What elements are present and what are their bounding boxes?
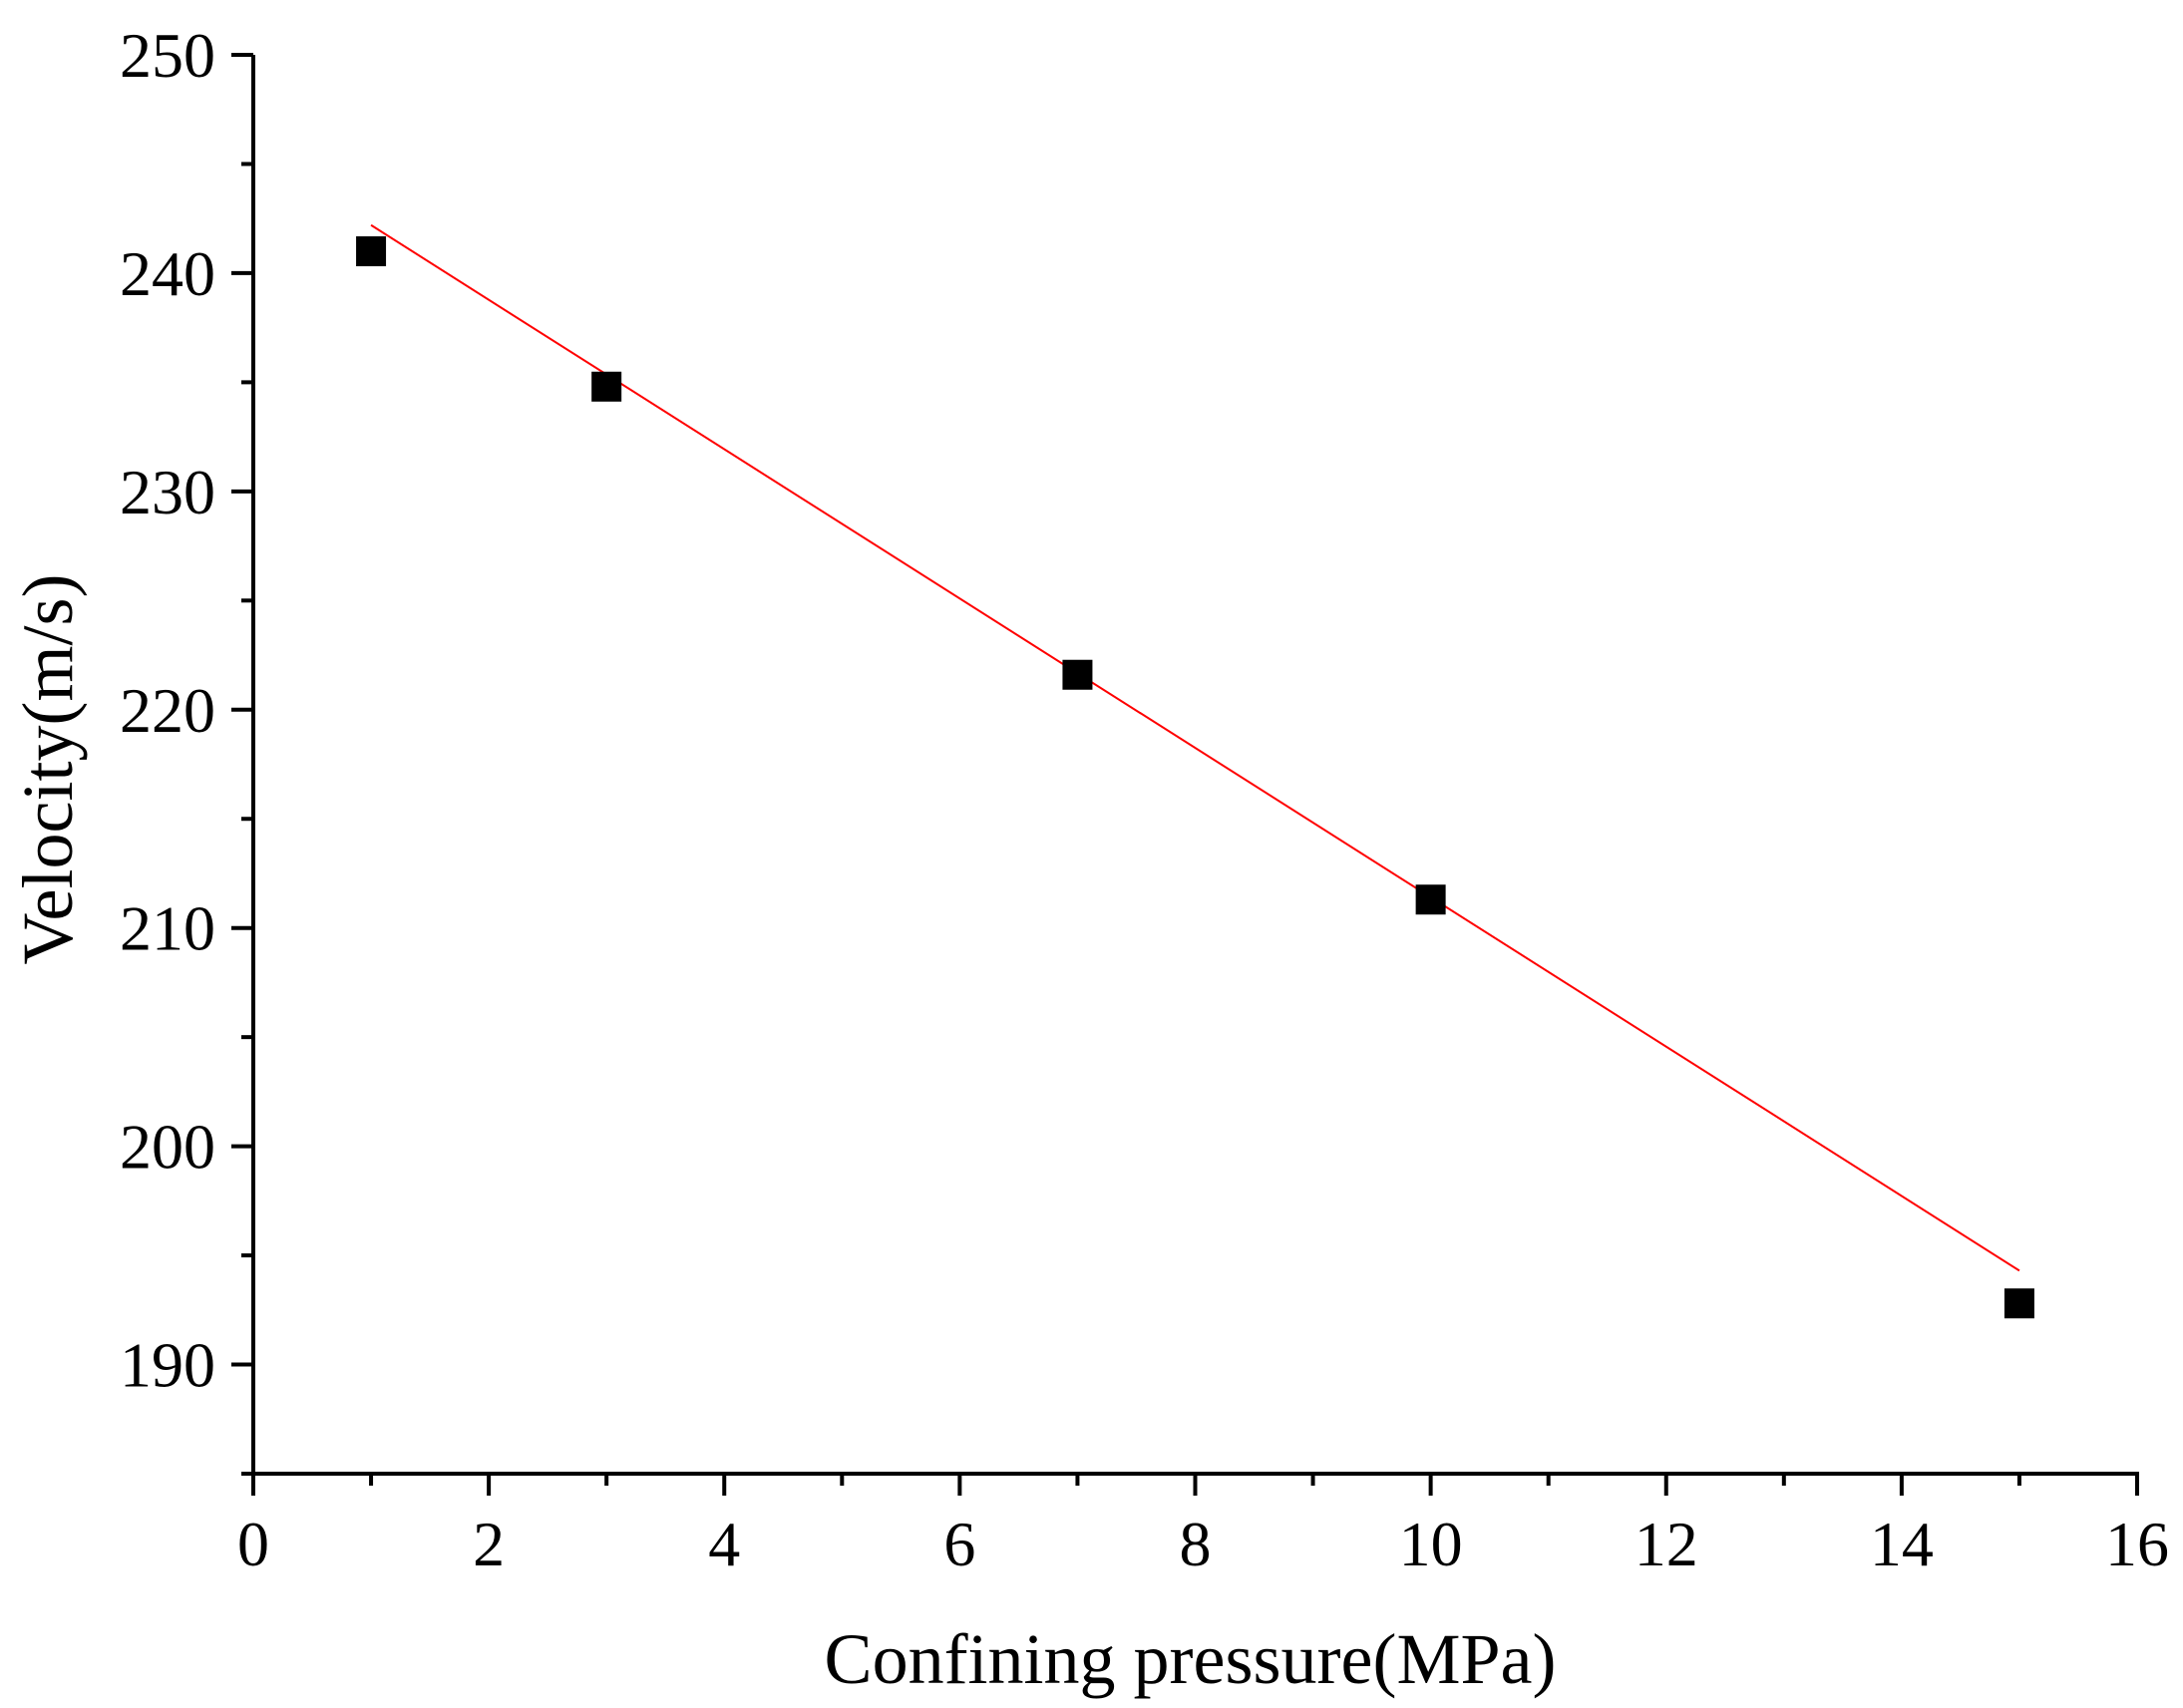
x-tick-label: 14	[1870, 1509, 1934, 1579]
data-point	[1415, 884, 1446, 915]
x-tick-label: 2	[473, 1509, 505, 1579]
data-point	[2003, 1288, 2034, 1319]
y-tick-label: 220	[120, 675, 215, 746]
x-axis-title: Confining pressure(MPa)	[825, 1619, 1557, 1699]
y-tick-label: 190	[120, 1330, 215, 1401]
x-tick-label: 6	[943, 1509, 975, 1579]
y-tick-label: 240	[120, 238, 215, 309]
data-point	[356, 236, 387, 267]
x-tick-label: 4	[708, 1509, 740, 1579]
fit-line-group	[370, 223, 2020, 1272]
y-tick-label: 250	[120, 20, 215, 91]
data-point	[591, 371, 622, 402]
data-points	[356, 236, 2034, 1319]
axes	[231, 53, 2139, 1496]
x-tick-label: 10	[1399, 1509, 1463, 1579]
data-point	[1062, 659, 1093, 690]
x-tick-label: 0	[237, 1509, 269, 1579]
tick-labels: 0 2 4 6 8 10 12 14 16 190 200 210 220 230 240 250	[120, 20, 2169, 1579]
x-tick-label: 12	[1635, 1509, 1698, 1579]
y-tick-label: 210	[120, 893, 215, 964]
x-tick-label: 16	[2105, 1509, 2169, 1579]
y-tick-label: 200	[120, 1112, 215, 1183]
y-tick-label: 230	[120, 457, 215, 527]
linear-fit-line	[370, 223, 2020, 1272]
y-axis-title: Velocity(m/s)	[8, 574, 88, 965]
x-tick-label: 8	[1180, 1509, 1212, 1579]
